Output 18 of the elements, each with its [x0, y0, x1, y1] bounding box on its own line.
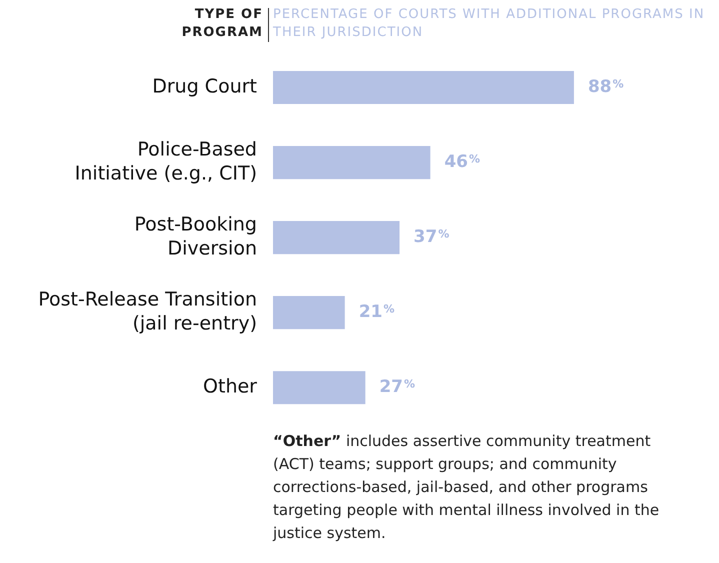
data-label: 88%: [588, 76, 624, 97]
data-label: 21%: [358, 302, 395, 322]
y-tick-label: Other: [203, 376, 258, 398]
bar: [273, 146, 430, 180]
data-label: 37%: [414, 226, 450, 247]
y-tick-label: Police-Based Initiative (e.g., CIT): [74, 138, 257, 184]
bar: [273, 296, 345, 330]
y-axis-title: TYPE OF PROGRAM: [180, 6, 263, 42]
text: “Other” includes assertive community treatment (ACT) teams; support groups; and community corrections-based, jail-based, and other programs targeting people with mental illness involved in the justice system.: [273, 431, 660, 544]
bar: [273, 221, 400, 254]
data-label: 46%: [444, 152, 480, 172]
y-tick-label: Post-Release Transition (jail re-entry): [38, 288, 257, 334]
y-tick-label: Drug Court: [152, 75, 257, 98]
bar: [273, 371, 366, 404]
x-axis-title: PERCENTAGE OF COURTS WITH ADDITIONAL PROGRAMS IN THEIR JURISDICTION: [273, 6, 706, 42]
bar: [273, 70, 574, 104]
y-tick-label: Post-Booking Diversion: [134, 214, 257, 260]
data-label: 27%: [379, 377, 416, 398]
